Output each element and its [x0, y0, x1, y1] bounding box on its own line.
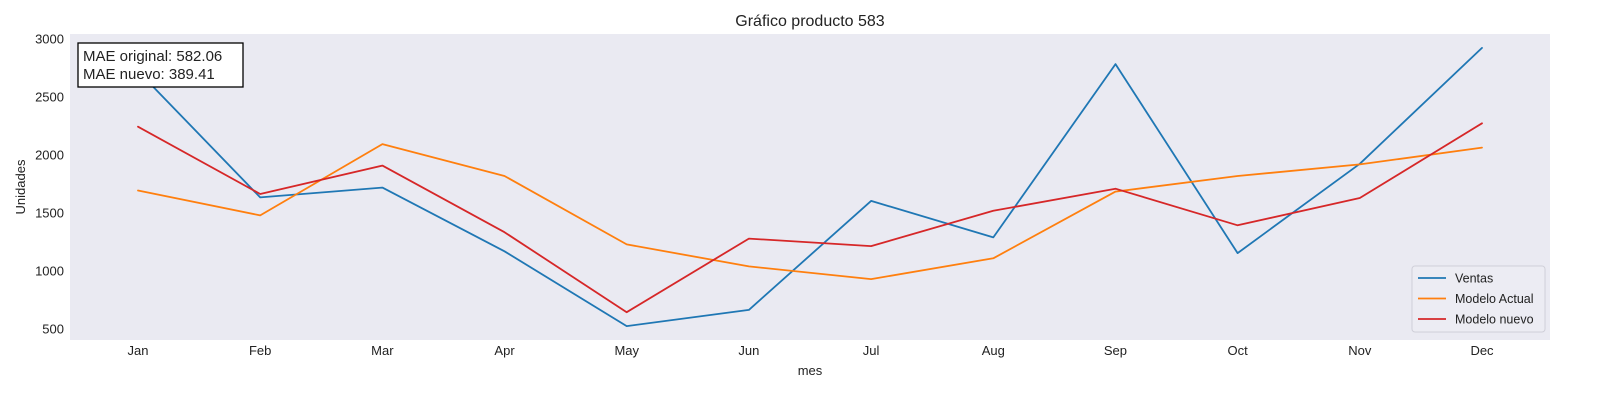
x-axis-label: mes: [798, 363, 823, 378]
y-axis-label: Unidades: [13, 159, 28, 214]
annotation-frame: [77, 42, 244, 88]
x-tick-label: Jun: [738, 343, 759, 358]
x-tick-label: Apr: [494, 343, 515, 358]
x-tick-label: Mar: [371, 343, 394, 358]
y-tick-label: 2500: [35, 90, 64, 105]
legend-label: Ventas: [1455, 272, 1493, 286]
x-tick-label: Oct: [1228, 343, 1249, 358]
x-tick-label: Aug: [982, 343, 1005, 358]
annotation-mae-original: MAE original: 582.06: [83, 48, 222, 65]
legend-frame: [1411, 265, 1546, 333]
series-lines: [137, 47, 1483, 328]
mae-annotation: MAE original: 582.06 MAE nuevo: 389.41: [77, 42, 244, 88]
series-line: [137, 143, 1483, 281]
x-tick-label: Feb: [249, 343, 271, 358]
x-tick-label: Nov: [1348, 343, 1372, 358]
x-tick-label: Dec: [1470, 343, 1494, 358]
y-tick-label: 1000: [35, 263, 64, 278]
y-tick-label: 3000: [35, 32, 64, 47]
chart-title: Gráfico producto 583: [735, 13, 885, 30]
series-line: [137, 122, 1483, 314]
y-tick-label: 500: [42, 321, 64, 336]
x-tick-label: Jul: [863, 343, 880, 358]
y-axis-ticks: 500 1000 1500 2000 2500 3000: [35, 32, 64, 337]
x-axis-ticks: Jan Feb Mar Apr May Jun Jul Aug Sep Oct Nov Dec: [128, 343, 1495, 358]
x-tick-label: May: [614, 343, 639, 358]
x-tick-label: Sep: [1104, 343, 1127, 358]
legend-label: Modelo nuevo: [1455, 313, 1534, 327]
legend: Ventas Modelo Actual Modelo nuevo: [1411, 265, 1546, 333]
plot-area: [70, 34, 1550, 340]
legend-label: Modelo Actual: [1455, 292, 1534, 306]
y-tick-label: 2000: [35, 148, 64, 163]
series-line: [137, 47, 1483, 328]
x-tick-label: Jan: [128, 343, 149, 358]
annotation-mae-nuevo: MAE nuevo: 389.41: [83, 66, 215, 83]
y-tick-label: 1500: [35, 206, 64, 221]
